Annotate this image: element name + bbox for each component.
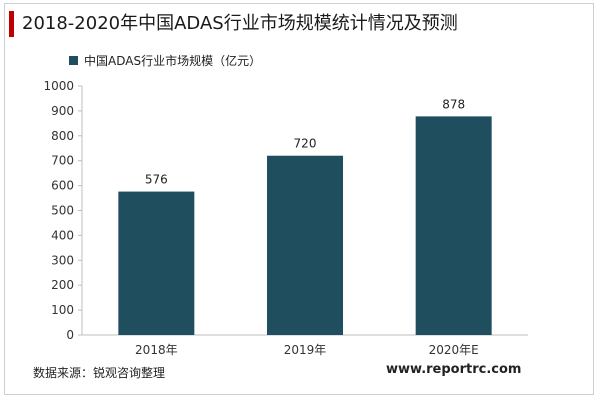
data-source: 数据来源：锐观咨询整理 xyxy=(33,366,166,380)
x-tick-label: 2020年E xyxy=(429,343,479,357)
y-tick-label: 400 xyxy=(51,228,74,242)
bar xyxy=(118,191,195,335)
chart-title: 2018-2020年中国ADAS行业市场规模统计情况及预测 xyxy=(22,13,458,34)
y-tick-label: 600 xyxy=(51,179,74,193)
legend-label: 中国ADAS行业市场规模（亿元） xyxy=(84,53,261,68)
y-tick-label: 500 xyxy=(51,204,74,218)
y-tick-label: 700 xyxy=(51,154,74,168)
legend-swatch xyxy=(69,56,78,65)
title-accent-bar xyxy=(9,11,14,37)
bar xyxy=(267,155,343,335)
y-tick-label: 1000 xyxy=(43,79,74,93)
bar xyxy=(415,116,492,336)
y-tick-label: 900 xyxy=(51,104,74,118)
y-tick-label: 200 xyxy=(51,278,74,292)
website-link[interactable]: www.reportrc.com xyxy=(386,362,522,377)
data-label: 878 xyxy=(442,97,465,111)
x-tick-label: 2018年 xyxy=(135,343,178,357)
y-tick-label: 300 xyxy=(51,253,74,267)
data-label: 576 xyxy=(145,173,168,187)
data-label: 720 xyxy=(294,137,317,151)
y-tick-label: 100 xyxy=(51,303,74,317)
y-tick-label: 800 xyxy=(51,129,74,143)
y-tick-label: 0 xyxy=(66,328,74,342)
x-tick-label: 2019年 xyxy=(284,343,327,357)
